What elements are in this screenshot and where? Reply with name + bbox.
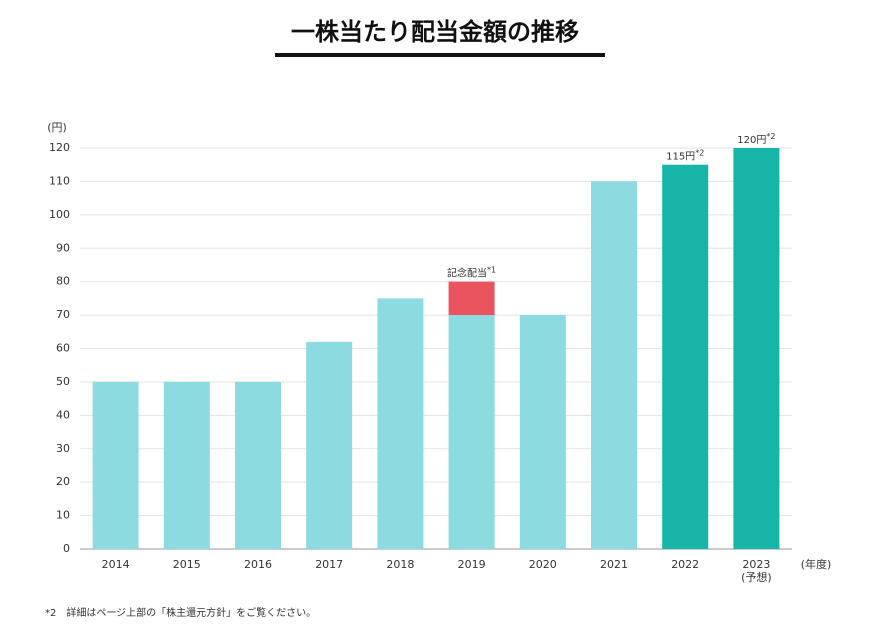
y-tick-label: 20 [56,475,70,488]
y-tick-label: 100 [49,208,70,221]
x-tick-label: 2017 [315,558,343,571]
y-tick-label: 120 [49,141,70,154]
y-tick-label: 110 [49,174,70,187]
x-tick-label: 2014 [102,558,130,571]
data-label: 120円*2 [737,132,775,147]
y-tick-label: 10 [56,509,70,522]
x-tick-label: 2015 [173,558,201,571]
x-tick-label: 2022 [671,558,699,571]
y-tick-label: 80 [56,275,70,288]
y-tick-label: 30 [56,442,70,455]
bar [448,281,495,316]
y-tick-label: 70 [56,308,70,321]
title-underline [275,53,605,57]
x-tick-label: 2021 [600,558,628,571]
x-axis-label: (年度) [801,557,832,571]
x-tick-label: 2020 [529,558,557,571]
y-tick-label: 40 [56,408,70,421]
data-label: 115円*2 [666,148,704,163]
bar [591,181,637,549]
y-tick-label: 90 [56,241,70,254]
bar [163,381,210,549]
bar [662,164,709,550]
bar [448,315,495,549]
data-label: 記念配当*1 [447,265,496,280]
y-tick-label: 50 [56,375,70,388]
x-tick-label: 2023 (予想) [741,558,772,584]
y-tick-label: 0 [63,542,70,555]
x-tick-label: 2019 [458,558,486,571]
x-tick-label: 2016 [244,558,272,571]
y-axis-label: (円) [47,121,67,134]
bar [519,315,566,549]
bar [377,298,424,549]
bar [306,341,353,549]
bar [733,148,780,549]
x-tick-label: 2018 [386,558,414,571]
bar [92,381,139,549]
y-tick-label: 60 [56,342,70,355]
bar [235,381,281,549]
footnote: *2 詳細はページ上部の「株主還元方針」をご覧ください。 [45,606,316,619]
chart-title: 一株当たり配当金額の推移 [291,18,579,46]
